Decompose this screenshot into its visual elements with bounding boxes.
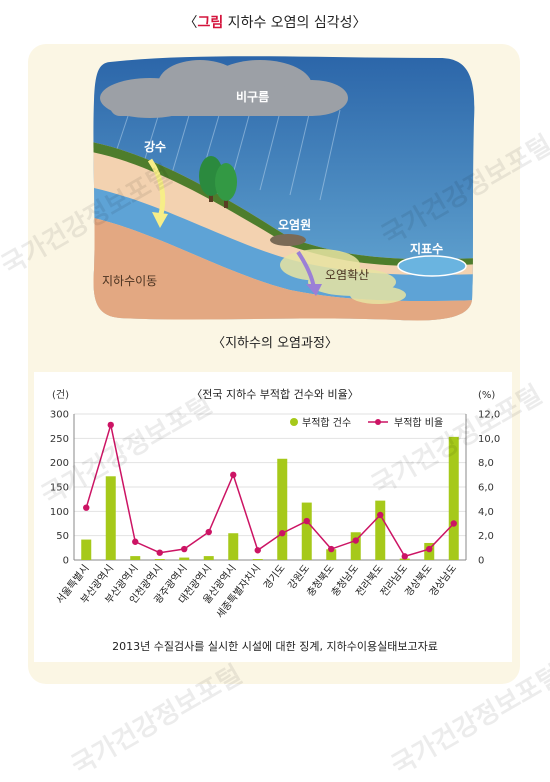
ratio-point (450, 520, 457, 527)
ratio-point (181, 545, 188, 553)
bar (203, 556, 214, 560)
topsoil (93, 140, 475, 266)
y2-tick-label: 8,0 (478, 458, 494, 469)
bar (301, 502, 312, 560)
bar (326, 549, 337, 560)
pollution-plume (280, 249, 406, 304)
surface-water (397, 255, 467, 277)
rain-arrow (147, 158, 166, 219)
ratio-point (352, 537, 359, 544)
bar (350, 532, 361, 560)
bar (448, 436, 459, 560)
ratio-point (230, 471, 237, 479)
legend-line-label: 부적합 비율 (394, 417, 443, 429)
ratio-line (85, 424, 455, 558)
aquifer (93, 185, 475, 301)
ratio-point (401, 553, 408, 560)
bar (252, 559, 263, 560)
ratio-point (328, 545, 335, 553)
ratio-point (426, 545, 433, 553)
y2-tick-label: 0 (478, 556, 484, 567)
pollution-process-diagram (93, 56, 475, 321)
ratio-point (156, 549, 163, 556)
source-note: 2013년 수질검사를 실시한 시설에 대한 징계, 지하수이용실태보고자료 (112, 640, 438, 653)
bar (228, 533, 239, 560)
ratio-point (205, 528, 212, 536)
y-tick-label: 200 (50, 458, 69, 469)
ratio-point (303, 517, 310, 525)
y2-tick-label: 2,0 (478, 531, 494, 542)
ratio-point (107, 421, 114, 429)
y-tick-label: 300 (50, 410, 69, 421)
y-tick-label: 0 (63, 556, 69, 567)
bar (81, 539, 92, 560)
cloud-label: 비구름 (236, 90, 270, 104)
trees (199, 156, 237, 208)
y-tick-label: 150 (50, 483, 69, 494)
groundwater-chart: 〈전국 지하수 부적합 건수와 비율〉 (건) (%) 0 50 100 150 200 250… (50, 387, 500, 621)
surface-water-label: 지표수 (410, 242, 444, 256)
ratio-point (279, 530, 286, 537)
category-label: 경기도 (260, 562, 287, 592)
legend-line-marker (375, 419, 381, 425)
chart-title: 〈전국 지하수 부적합 건수와 비율〉 (191, 387, 359, 401)
y2-tick-label: 6,0 (478, 483, 494, 494)
storm-cloud (100, 60, 348, 118)
bar (277, 458, 288, 560)
pollution-source-mound (270, 234, 306, 246)
pollution-spread-label: 오염확산 (325, 268, 370, 282)
bar (105, 476, 116, 560)
ratio-point (132, 538, 139, 545)
ratio-point (254, 547, 261, 554)
rain-label: 강수 (144, 140, 167, 154)
ratio-point (83, 504, 90, 511)
y-tick-label: 250 (50, 434, 69, 445)
legend-bar-label: 부적합 건수 (302, 417, 351, 429)
pollution-source-label: 오염원 (278, 218, 312, 232)
groundwater-flow-label: 지하수이동 (102, 274, 158, 288)
y2-tick-label: 10,0 (478, 434, 500, 445)
ratio-point (377, 511, 384, 519)
right-axis-unit: (%) (478, 390, 495, 401)
bar (130, 556, 141, 560)
figure-title: 〈그림 지하수 오염의 심각성〉 (183, 15, 367, 31)
y2-tick-label: 12,0 (478, 410, 500, 421)
y-tick-label: 50 (56, 531, 69, 542)
y2-tick-label: 4,0 (478, 507, 494, 518)
legend-bar-swatch (290, 418, 298, 426)
bar (154, 559, 165, 560)
bar (375, 500, 386, 560)
y-tick-label: 100 (50, 507, 69, 518)
bar (179, 557, 190, 560)
left-axis-unit: (건) (52, 389, 69, 401)
diagram-caption: 〈지하수의 오염과정〉 (212, 336, 338, 351)
